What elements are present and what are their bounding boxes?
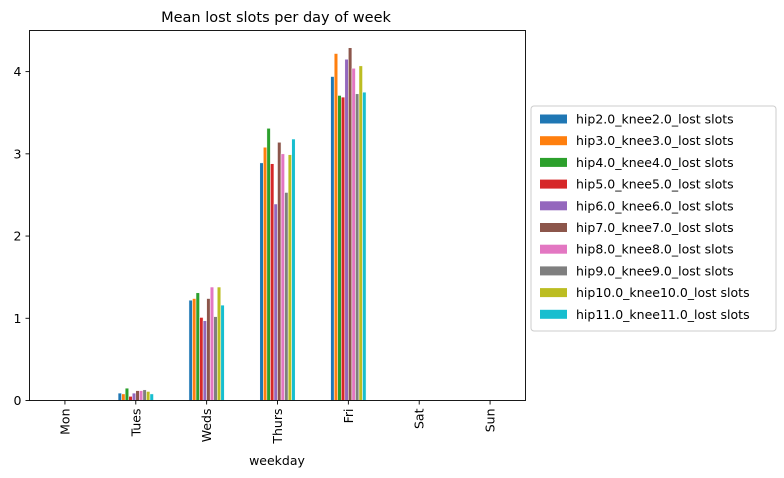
bar bbox=[199, 317, 204, 401]
legend-swatch bbox=[540, 288, 567, 298]
bar bbox=[362, 91, 367, 401]
bar bbox=[192, 298, 197, 401]
bar bbox=[337, 95, 342, 401]
bar bbox=[117, 392, 122, 401]
legend-label: hip10.0_knee10.0_lost slots bbox=[576, 285, 750, 300]
legend-label: hip3.0_knee3.0_lost slots bbox=[576, 133, 734, 148]
bar bbox=[142, 389, 147, 401]
x-axis: Mon Tues Weds Thurs Fri Sat Sun bbox=[57, 400, 498, 445]
legend-swatch bbox=[540, 136, 567, 146]
bar bbox=[266, 128, 271, 401]
bar bbox=[146, 391, 151, 401]
bar bbox=[330, 76, 335, 401]
legend-label: hip11.0_knee11.0_lost slots bbox=[576, 307, 750, 322]
bar bbox=[149, 393, 154, 401]
bar bbox=[139, 390, 144, 401]
bar bbox=[206, 298, 211, 401]
bar bbox=[351, 68, 356, 401]
bar bbox=[135, 390, 140, 401]
bar bbox=[284, 192, 289, 401]
bar bbox=[287, 154, 292, 401]
legend-swatch bbox=[540, 114, 567, 124]
chart-title: Mean lost slots per day of week bbox=[161, 10, 391, 26]
bar bbox=[217, 286, 222, 401]
bar bbox=[333, 53, 338, 401]
bar bbox=[202, 320, 207, 401]
x-axis-label: weekday bbox=[249, 453, 305, 468]
x-tick-label: Mon bbox=[57, 409, 72, 435]
bar bbox=[131, 392, 137, 401]
bar bbox=[121, 393, 126, 401]
y-tick-label: 3 bbox=[14, 146, 22, 161]
x-tick-label: Thurs bbox=[270, 409, 285, 445]
bar bbox=[195, 292, 200, 401]
x-tick-label: Weds bbox=[199, 409, 214, 443]
bar bbox=[355, 93, 360, 401]
bar bbox=[280, 153, 285, 401]
legend-swatch bbox=[540, 223, 567, 232]
legend-label: hip4.0_knee4.0_lost slots bbox=[576, 155, 734, 170]
bar bbox=[277, 142, 282, 401]
legend-swatch bbox=[540, 244, 567, 254]
bar bbox=[209, 286, 214, 401]
x-tick-label: Tues bbox=[128, 409, 143, 438]
legend-label: hip7.0_knee7.0_lost slots bbox=[576, 220, 734, 235]
bar bbox=[220, 304, 225, 401]
y-tick-label: 0 bbox=[14, 393, 22, 408]
y-tick-label: 2 bbox=[14, 229, 22, 244]
legend-swatch bbox=[540, 157, 567, 167]
legend-swatch bbox=[540, 309, 567, 319]
legend-swatch bbox=[540, 179, 567, 189]
y-axis: 0 1 2 3 4 bbox=[14, 64, 30, 408]
y-tick-label: 1 bbox=[14, 311, 22, 326]
legend-label: hip8.0_knee8.0_lost slots bbox=[576, 242, 734, 257]
y-tick-label: 4 bbox=[14, 64, 22, 79]
bar bbox=[358, 65, 363, 401]
legend-label: hip6.0_knee6.0_lost slots bbox=[576, 198, 734, 213]
bar bbox=[124, 387, 129, 401]
legend: hip2.0_knee2.0_lost slots hip3.0_knee3.0_… bbox=[530, 105, 777, 332]
legend-box bbox=[530, 105, 777, 332]
x-tick-label: Fri bbox=[341, 409, 356, 424]
bar bbox=[263, 147, 268, 401]
bar bbox=[348, 47, 353, 401]
bar bbox=[259, 162, 264, 401]
bar bbox=[128, 396, 133, 401]
bar bbox=[270, 163, 275, 401]
legend-label: hip2.0_knee2.0_lost slots bbox=[576, 112, 734, 127]
bar bbox=[344, 59, 349, 401]
bar bbox=[213, 316, 218, 401]
x-tick-label: Sun bbox=[483, 408, 498, 432]
x-tick-label: Sat bbox=[412, 408, 427, 429]
bars-group bbox=[117, 47, 367, 401]
legend-label: hip9.0_knee9.0_lost slots bbox=[576, 263, 734, 278]
bar bbox=[291, 138, 296, 401]
legend-swatch bbox=[540, 266, 567, 276]
legend-label: hip5.0_knee5.0_lost slots bbox=[576, 177, 734, 192]
bar bbox=[273, 203, 278, 401]
bar bbox=[188, 299, 193, 401]
legend-swatch bbox=[540, 201, 567, 211]
bar bbox=[341, 96, 346, 401]
